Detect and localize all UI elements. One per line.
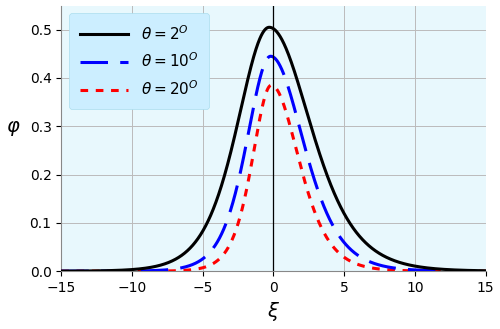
Y-axis label: $\varphi$: $\varphi$ [6, 119, 20, 139]
X-axis label: $\xi$: $\xi$ [267, 300, 280, 323]
Legend: $\theta=2^{O}$, $\theta=10^{O}$, $\theta=20^{O}$: $\theta=2^{O}$, $\theta=10^{O}$, $\theta… [69, 13, 209, 109]
